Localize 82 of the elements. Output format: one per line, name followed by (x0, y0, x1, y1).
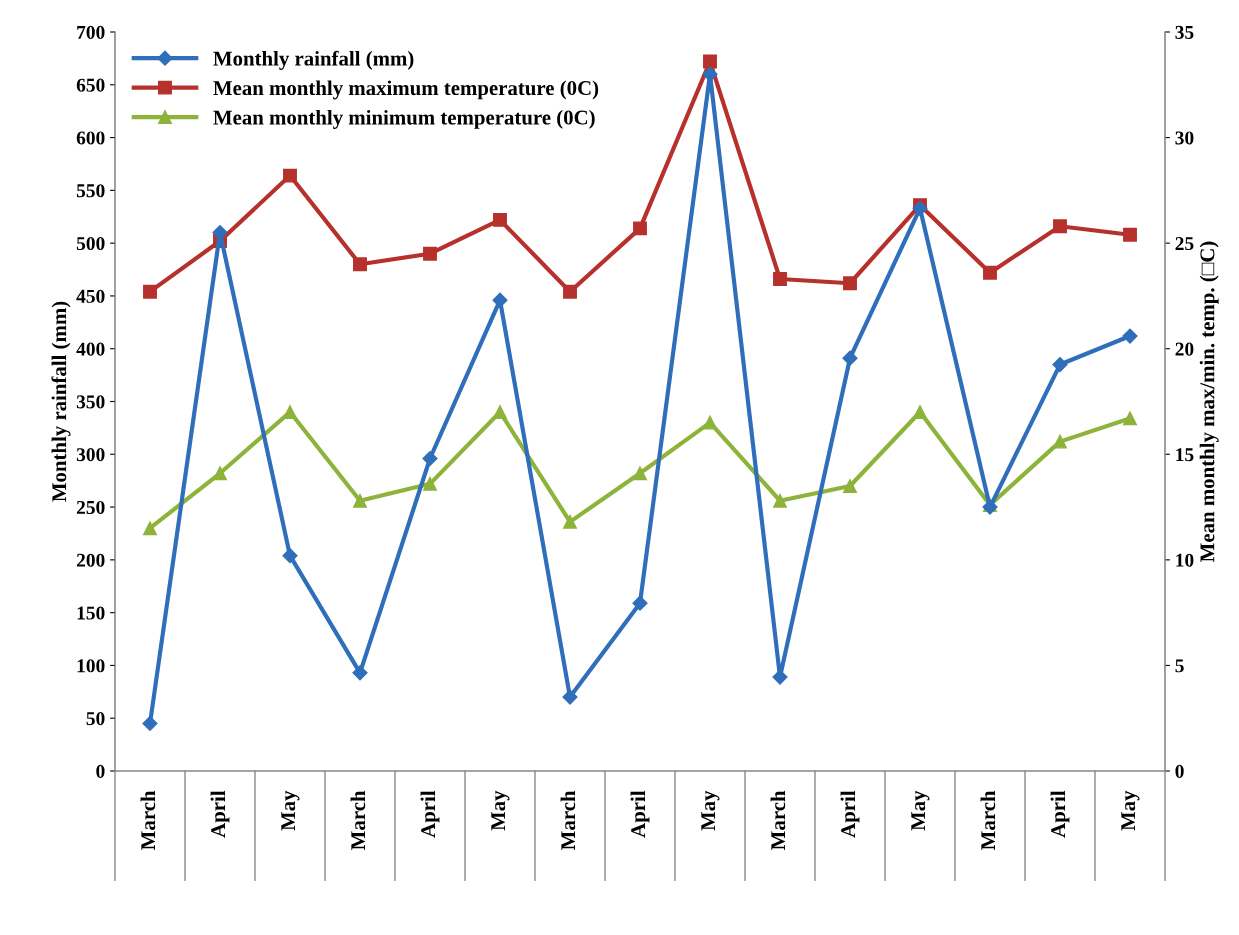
point (772, 669, 788, 685)
y-tick-label: 500 (76, 236, 105, 251)
point (913, 405, 927, 420)
y-tick-label: 550 (76, 184, 105, 198)
point (283, 168, 297, 183)
y-axis-title: Monthly rainfall (mm) (51, 301, 71, 502)
point (842, 350, 858, 366)
x-tick-label: March (350, 790, 366, 850)
x-tick-label: March (140, 790, 156, 850)
point (633, 221, 647, 236)
y-tick-label: 700 (77, 25, 105, 39)
y-tick-label: 0 (96, 764, 105, 778)
x-tick-label: April (1050, 790, 1070, 838)
y-tick-label: 100 (77, 659, 105, 673)
point (492, 292, 508, 308)
y-tick-label: 300 (76, 448, 105, 462)
point (702, 66, 718, 82)
y2-tick-label: 0 (1175, 764, 1184, 778)
x-tick-label: March (560, 790, 576, 850)
point (703, 415, 717, 430)
y2-tick-label: 5 (1175, 659, 1184, 673)
point (282, 548, 298, 564)
y-tick-label: 450 (76, 289, 105, 303)
y2-tick-label: 20 (1175, 342, 1194, 356)
y2-tick-label: 15 (1176, 448, 1194, 462)
x-tick-label: March (980, 790, 996, 850)
point (1123, 411, 1137, 426)
point (703, 54, 717, 69)
y-tick-label: 200 (76, 553, 105, 567)
point (562, 689, 578, 705)
point (843, 479, 857, 493)
point (423, 476, 437, 491)
x-tick-label: April (420, 790, 440, 838)
x-tick-label: May (281, 790, 300, 831)
point (983, 265, 997, 280)
point (1052, 356, 1068, 373)
point (283, 405, 297, 420)
point (563, 284, 577, 299)
point (142, 715, 158, 732)
point (353, 493, 367, 508)
point (633, 466, 647, 481)
y-tick-label: 650 (76, 78, 105, 92)
point (773, 493, 787, 508)
y2-tick-label: 35 (1175, 25, 1194, 39)
point (632, 595, 648, 611)
x-tick-label: April (210, 790, 230, 838)
x-tick-label: May (911, 790, 930, 831)
point (493, 212, 507, 227)
y2-tick-label: 10 (1176, 553, 1194, 567)
legend-label: Monthly rainfall (mm) (213, 50, 414, 70)
point (213, 466, 227, 481)
y2-tick-label: 25 (1175, 237, 1194, 251)
y-tick-label: 350 (76, 395, 105, 409)
point (1123, 227, 1137, 242)
y-tick-label: 600 (76, 131, 105, 145)
x-tick-label: April (630, 790, 650, 838)
legend-label: Mean monthly maximum temperature (0C) (213, 80, 599, 100)
legend-label: Mean monthly minimum temperature (0C) (213, 109, 595, 129)
x-tick-label: March (770, 790, 786, 850)
point (563, 514, 577, 529)
point (143, 284, 157, 299)
y2-axis-title: Mean monthly max/min. temp. (□C) (1199, 241, 1219, 562)
point (843, 276, 857, 291)
y-tick-label: 400 (76, 342, 105, 356)
point (422, 450, 438, 467)
point (423, 246, 437, 261)
x-tick-label: May (701, 790, 720, 831)
point (773, 272, 787, 286)
point (143, 521, 157, 536)
x-tick-label: May (491, 790, 510, 831)
x-tick-label: May (1121, 790, 1140, 831)
y2-tick-label: 30 (1175, 131, 1194, 145)
point (1053, 434, 1067, 449)
point (1122, 328, 1138, 344)
point (493, 405, 507, 420)
point (1053, 219, 1067, 234)
point (352, 665, 368, 681)
y-tick-label: 50 (86, 712, 105, 726)
point (353, 257, 367, 272)
x-tick-label: April (840, 790, 860, 838)
y-tick-label: 150 (77, 606, 105, 620)
y-tick-label: 250 (76, 500, 105, 515)
